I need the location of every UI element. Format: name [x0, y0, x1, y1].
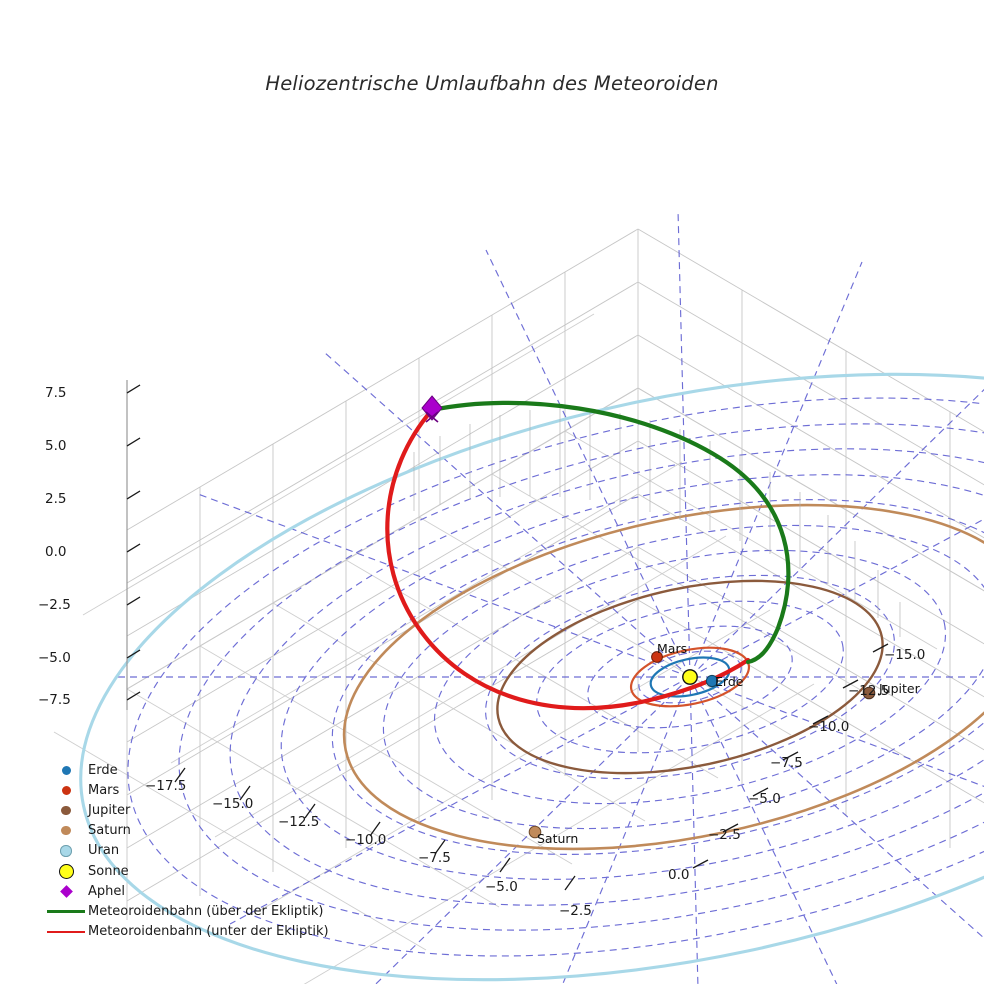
legend-label-sonne: Sonne: [88, 863, 129, 879]
jupiter-marker: [862, 686, 876, 700]
x-tick-4: −7.5: [418, 850, 451, 866]
orbit-jupiter: [496, 579, 884, 775]
legend-item-aphel[interactable]: Aphel: [44, 881, 329, 901]
legend-label-orbit-below: Meteoroidenbahn (unter der Ekliptik): [88, 924, 329, 940]
legend-label-orbit-above: Meteoroidenbahn (über der Ekliptik): [88, 903, 324, 919]
y-tick-5: −2.5: [708, 827, 741, 843]
erde-label: Erde: [715, 674, 744, 689]
legend-label-saturn: Saturn: [88, 823, 131, 839]
z-tick-1: 5.0: [45, 438, 67, 454]
y-tick-6: 0.0: [668, 867, 690, 883]
legend-label-aphel: Aphel: [88, 883, 125, 899]
legend-item-uran[interactable]: Uran: [44, 841, 329, 861]
legend-item-orbit-below[interactable]: Meteoroidenbahn (unter der Ekliptik): [44, 922, 329, 942]
page-title: Heliozentrische Umlaufbahn des Meteoroid…: [265, 72, 719, 95]
aphel-marker: [421, 395, 443, 423]
y-tick-0: −15.0: [884, 647, 926, 663]
axis-ticks-marks: [126, 384, 889, 891]
y-tick-2: −10.0: [808, 719, 850, 735]
legend-label-erde: Erde: [88, 762, 118, 778]
x-tick-3: −10.0: [345, 832, 387, 848]
legend-item-orbit-above[interactable]: Meteoroidenbahn (über der Ekliptik): [44, 901, 329, 921]
x-tick-5: −5.0: [485, 879, 518, 895]
y-tick-3: −7.5: [770, 755, 803, 771]
legend-item-jupiter[interactable]: Jupiter: [44, 800, 329, 820]
meteoroid-orbit-below: [385, 407, 751, 711]
y-tick-1: −12.5: [848, 683, 890, 699]
x-tick-0: −17.5: [145, 778, 187, 794]
orbit-uran: [79, 372, 984, 982]
x-tick-2: −12.5: [278, 814, 320, 830]
mars-marker-icon: [44, 785, 88, 795]
sonne-marker: [682, 669, 698, 685]
legend-item-erde[interactable]: Erde: [44, 760, 329, 780]
x-tick-1: −15.0: [212, 796, 254, 812]
legend-label-mars: Mars: [88, 782, 120, 798]
z-tick-0: 7.5: [45, 385, 67, 401]
saturn-marker-icon: [44, 825, 88, 836]
polar-grid: [118, 209, 984, 984]
legend-item-saturn[interactable]: Saturn: [44, 821, 329, 841]
saturn-marker: [528, 825, 542, 839]
orbit-mars: [629, 646, 751, 708]
z-tick-4: −2.5: [38, 597, 71, 613]
orbit-stems: [413, 408, 901, 637]
meteoroid-orbit-above: [429, 400, 791, 665]
erde-marker: [705, 674, 719, 688]
erde-marker-icon: [44, 765, 88, 775]
mars-label: Mars: [657, 641, 688, 656]
z-tick-2: 2.5: [45, 491, 67, 507]
sonne-marker-icon: [44, 863, 88, 879]
legend-label-uran: Uran: [88, 843, 120, 859]
jupiter-label: Jupiter: [879, 681, 920, 696]
orbit-above-line-icon: [44, 910, 88, 913]
legend-label-jupiter: Jupiter: [88, 802, 131, 818]
z-tick-5: −5.0: [38, 650, 71, 666]
x-tick-6: −2.5: [559, 903, 592, 919]
z-tick-3: 0.0: [45, 544, 67, 560]
orbit-erde: [649, 656, 731, 698]
orbit-below-line-icon: [44, 930, 88, 933]
saturn-label: Saturn: [537, 831, 579, 846]
jupiter-marker-icon: [44, 805, 88, 816]
z-tick-6: −7.5: [38, 692, 71, 708]
legend-item-mars[interactable]: Mars: [44, 780, 329, 800]
mars-marker: [651, 651, 663, 663]
legend-item-sonne[interactable]: Sonne: [44, 861, 329, 881]
orbit-saturn: [342, 503, 984, 851]
aphel-marker-icon: [44, 884, 88, 898]
y-tick-4: −5.0: [748, 791, 781, 807]
uran-marker-icon: [44, 845, 88, 857]
legend: Erde Mars Jupiter Saturn Uran Sonne Aphe…: [44, 760, 329, 942]
